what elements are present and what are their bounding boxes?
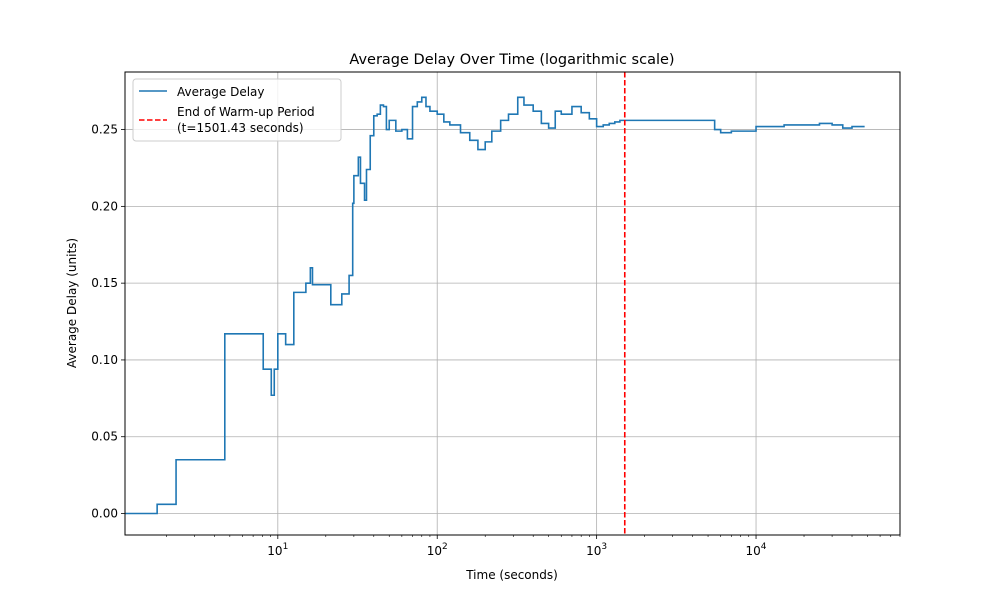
- legend-label-warmup-line1: End of Warm-up Period: [177, 105, 315, 119]
- legend-label-average-delay: Average Delay: [177, 85, 265, 99]
- plot-frame: [124, 71, 901, 536]
- legend-box: [132, 78, 342, 142]
- y-axis-label: Average Delay (units): [65, 238, 79, 368]
- chart-title: Average Delay Over Time (logarithmic sca…: [349, 52, 674, 68]
- x-tick-label: 103: [586, 542, 607, 558]
- y-axis: 0.00 0.05 0.10 0.15 0.20 0.25: [91, 123, 125, 521]
- x-tick-label: 101: [267, 542, 288, 558]
- grid: [125, 72, 900, 535]
- plot-lines: [125, 72, 865, 535]
- y-tick-label: 0.00: [91, 507, 118, 521]
- y-tick-label: 0.25: [91, 123, 118, 137]
- series-line-average-delay: [125, 96, 865, 515]
- y-tick-label: 0.20: [91, 199, 118, 213]
- x-tick-label: 102: [427, 542, 448, 558]
- y-tick-label: 0.15: [91, 276, 118, 290]
- x-axis: 101 102 103 104: [166, 535, 901, 558]
- legend-label-warmup-line2: (t=1501.43 seconds): [177, 121, 304, 135]
- legend: Average Delay End of Warm-up Period (t=1…: [132, 78, 342, 142]
- x-tick-label: 104: [746, 542, 767, 558]
- y-tick-label: 0.10: [91, 353, 118, 367]
- y-tick-label: 0.05: [91, 430, 118, 444]
- x-axis-label: Time (seconds): [465, 568, 558, 582]
